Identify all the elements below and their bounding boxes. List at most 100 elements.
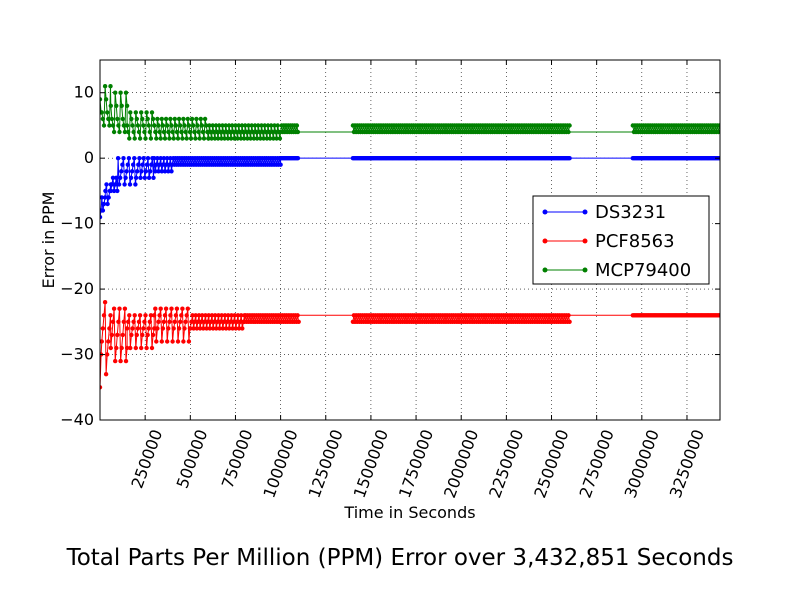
data-point bbox=[129, 116, 134, 122]
data-point bbox=[180, 306, 185, 311]
data-point bbox=[183, 129, 188, 135]
data-point bbox=[121, 123, 127, 128]
data-point bbox=[717, 123, 720, 128]
data-point bbox=[129, 332, 134, 338]
data-point bbox=[105, 352, 110, 357]
data-point bbox=[231, 319, 236, 324]
data-point bbox=[119, 103, 124, 109]
data-point bbox=[221, 319, 227, 324]
data-point bbox=[244, 129, 249, 135]
data-point bbox=[136, 162, 141, 167]
data-point bbox=[135, 123, 141, 128]
data-point bbox=[233, 123, 238, 128]
data-point bbox=[100, 110, 104, 115]
data-point bbox=[159, 169, 164, 174]
data-point bbox=[169, 306, 174, 311]
data-point bbox=[136, 129, 142, 135]
data-point bbox=[186, 339, 192, 344]
data-point bbox=[182, 326, 187, 331]
data-point bbox=[567, 123, 572, 128]
data-point bbox=[108, 345, 114, 351]
data-point bbox=[113, 182, 118, 187]
data-point bbox=[264, 136, 270, 141]
data-point bbox=[173, 313, 179, 318]
series-pcf8563 bbox=[100, 300, 720, 390]
data-point bbox=[104, 182, 109, 187]
data-point bbox=[228, 319, 233, 324]
data-point bbox=[257, 129, 262, 135]
data-point bbox=[193, 136, 198, 141]
data-point bbox=[179, 129, 184, 135]
data-point bbox=[203, 313, 208, 318]
data-point bbox=[238, 319, 243, 324]
data-point bbox=[129, 169, 135, 174]
legend-marker bbox=[582, 267, 588, 273]
data-point bbox=[202, 116, 208, 122]
data-point bbox=[152, 313, 157, 318]
data-point bbox=[196, 129, 201, 135]
data-point bbox=[231, 129, 236, 135]
data-point bbox=[184, 136, 189, 141]
data-point bbox=[142, 319, 147, 324]
data-point bbox=[100, 339, 104, 344]
data-point bbox=[156, 319, 161, 324]
data-point bbox=[272, 123, 277, 128]
data-point bbox=[204, 123, 209, 128]
data-point bbox=[274, 136, 279, 141]
data-point bbox=[163, 116, 169, 122]
data-point bbox=[128, 110, 133, 115]
data-point bbox=[149, 110, 155, 115]
data-point bbox=[142, 129, 147, 135]
data-point bbox=[254, 136, 260, 141]
data-point bbox=[261, 136, 266, 141]
data-point bbox=[180, 136, 185, 141]
data-point bbox=[130, 123, 135, 128]
data-point bbox=[190, 313, 195, 318]
x-axis-label: Time in Seconds bbox=[343, 503, 475, 522]
data-point bbox=[100, 97, 103, 102]
data-point bbox=[145, 156, 151, 161]
data-point bbox=[133, 175, 139, 180]
y-tick-labels: 10 0 −10 −20 −30 −40 bbox=[60, 83, 94, 429]
data-point bbox=[106, 116, 111, 122]
data-point bbox=[227, 129, 233, 135]
data-point bbox=[117, 129, 122, 135]
data-point bbox=[107, 326, 112, 331]
data-point bbox=[211, 129, 216, 135]
data-point bbox=[171, 326, 176, 331]
data-point bbox=[176, 326, 182, 331]
data-point bbox=[189, 319, 194, 324]
data-point bbox=[127, 182, 133, 187]
data-point bbox=[159, 116, 164, 122]
data-point bbox=[118, 358, 123, 364]
data-point bbox=[181, 339, 186, 344]
data-point bbox=[133, 110, 138, 115]
data-point bbox=[175, 136, 181, 141]
data-point bbox=[157, 129, 162, 135]
data-point bbox=[108, 188, 114, 194]
data-point bbox=[230, 326, 235, 331]
data-point bbox=[122, 182, 127, 187]
data-point bbox=[192, 129, 197, 135]
data-point bbox=[126, 129, 131, 135]
legend: DS3231 PCF8563 MCP79400 bbox=[532, 195, 710, 285]
data-point bbox=[113, 358, 118, 364]
data-point bbox=[208, 129, 213, 135]
data-point bbox=[122, 306, 128, 311]
data-point bbox=[218, 319, 223, 324]
y-axis-label: Error in PPM bbox=[39, 192, 58, 289]
data-point bbox=[226, 123, 232, 128]
data-point bbox=[162, 313, 168, 318]
data-point bbox=[135, 326, 141, 331]
data-point bbox=[124, 103, 130, 109]
data-point bbox=[238, 136, 244, 141]
data-point bbox=[224, 319, 230, 324]
data-point bbox=[566, 129, 571, 135]
data-point bbox=[253, 129, 259, 135]
data-point bbox=[100, 326, 106, 331]
data-point bbox=[140, 332, 145, 338]
data-point bbox=[116, 182, 122, 187]
legend-item: DS3231 bbox=[542, 202, 666, 223]
data-point bbox=[210, 326, 216, 331]
data-point bbox=[141, 326, 146, 331]
